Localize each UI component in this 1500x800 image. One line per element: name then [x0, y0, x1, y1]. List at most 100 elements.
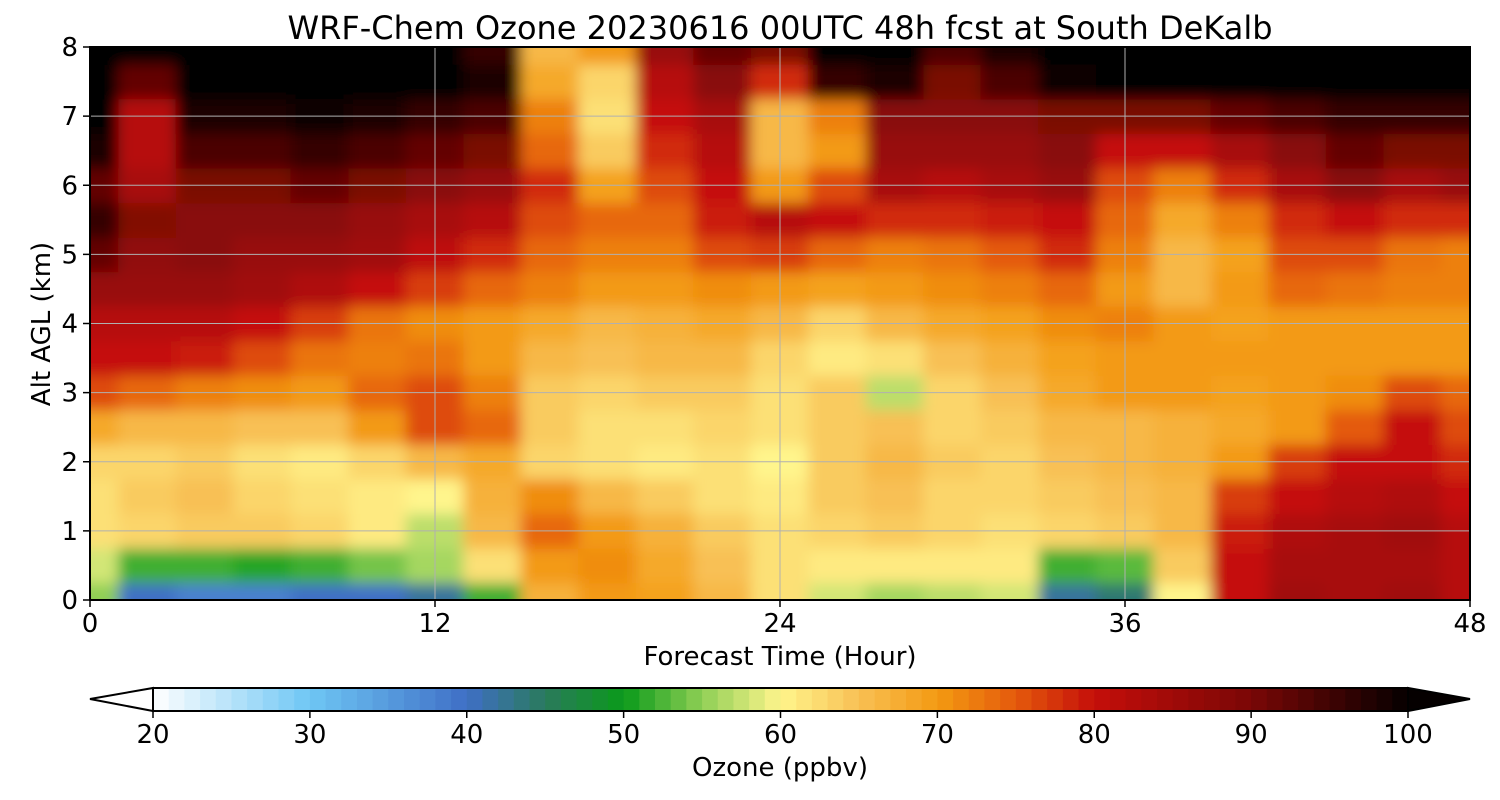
heatmap-cell: [980, 547, 1040, 584]
heatmap-cell: [233, 132, 292, 169]
heatmap-cell: [118, 271, 177, 307]
heatmap-cell: [865, 547, 925, 584]
heatmap-cell: [635, 132, 695, 169]
heatmap-cell: [1440, 340, 1470, 376]
heatmap-cell: [1268, 202, 1327, 238]
heatmap-cell: [348, 340, 407, 376]
colorbar: 20 30 40 50 60 70 80 90 100: [89, 686, 1471, 750]
colorbar-tick-label: 50: [607, 720, 640, 750]
heatmap-cell: [693, 47, 752, 65]
y-tick-label: 6: [61, 171, 78, 201]
heatmap-cell: [90, 63, 120, 100]
colorbar-swatch: [858, 688, 876, 711]
heatmap-cell: [348, 478, 407, 515]
colorbar-swatch: [639, 688, 656, 711]
heatmap-cell: [233, 47, 292, 65]
heatmap-cell: [923, 409, 982, 445]
y-tick-label: 4: [61, 310, 78, 340]
chart-title: WRF-Chem Ozone 20230616 00UTC 48h fcst a…: [287, 9, 1272, 47]
colorbar-swatch: [1313, 688, 1331, 711]
heatmap-cell: [175, 271, 235, 307]
heatmap-cell: [1268, 132, 1327, 169]
colorbar-swatch: [843, 688, 860, 711]
heatmap-cell: [175, 582, 235, 600]
heatmap-cell: [635, 47, 695, 65]
heatmap-cell: [865, 409, 925, 445]
colorbar-swatch: [984, 688, 1001, 711]
heatmap-cell: [865, 63, 925, 100]
heatmap-cell: [233, 547, 292, 584]
y-axis-ticks: 0 1 2 3 4 5 6 7 8: [61, 33, 90, 616]
colorbar-tick-label: 20: [136, 720, 169, 750]
colorbar-swatch: [906, 688, 923, 711]
heatmap-cell: [1268, 409, 1327, 445]
colorbar-swatch: [247, 688, 264, 711]
heatmap-cell: [463, 47, 522, 65]
heatmap-cell: [923, 582, 982, 600]
colorbar-swatch: [1251, 688, 1268, 711]
y-tick-label: 7: [61, 102, 78, 132]
heatmap-cell: [348, 132, 407, 169]
heatmap-cell: [693, 582, 752, 600]
heatmap-cell: [578, 132, 637, 169]
heatmap-cell: [865, 340, 925, 376]
heatmap-cell: [1038, 132, 1097, 169]
heatmap-cell: [1325, 409, 1385, 445]
heatmap-cell: [1383, 340, 1442, 376]
colorbar-swatch: [827, 688, 844, 711]
colorbar-swatch: [1392, 688, 1409, 711]
heatmap-cell: [463, 132, 522, 169]
colorbar-label: Ozone (ppbv): [692, 753, 868, 783]
colorbar-swatch: [968, 688, 986, 711]
colorbar-tick-label: 30: [293, 720, 326, 750]
colorbar-swatch: [1188, 688, 1205, 711]
heatmap-cell: [693, 202, 752, 238]
heatmap-cell: [290, 63, 350, 100]
heatmap-cell: [635, 271, 695, 307]
heatmap-cell: [1440, 582, 1470, 600]
heatmap-cell: [348, 271, 407, 307]
heatmap-cell: [1153, 340, 1212, 376]
heatmap-cell: [1038, 547, 1097, 584]
heatmap-cell: [1268, 271, 1327, 307]
colorbar-swatch: [341, 688, 358, 711]
heatmap-cell: [1153, 47, 1212, 65]
colorbar-swatch: [592, 688, 609, 711]
heatmap-cell: [578, 547, 637, 584]
heatmap-cell: [1383, 202, 1442, 238]
colorbar-swatch: [1360, 688, 1378, 711]
heatmap-cell: [865, 582, 925, 600]
colorbar-extend-high: [1407, 686, 1471, 713]
colorbar-swatch: [717, 688, 735, 711]
heatmap-cell: [520, 202, 580, 238]
heatmap-cell: [1383, 63, 1442, 100]
heatmap-cell: [233, 340, 292, 376]
heatmap-cell: [808, 340, 867, 376]
colorbar-swatch: [309, 688, 327, 711]
heatmap-cell: [290, 478, 350, 515]
heatmap-cell: [693, 271, 752, 307]
colorbar-swatch: [702, 688, 719, 711]
heatmap-cell: [1440, 202, 1470, 238]
heatmap-cell: [1383, 478, 1442, 515]
heatmap-cell: [233, 478, 292, 515]
heatmap-cell: [1440, 63, 1470, 100]
colorbar-swatch: [953, 688, 970, 711]
colorbar-swatch: [1345, 688, 1362, 711]
heatmap-cell: [1153, 582, 1212, 600]
heatmap-cell: [923, 202, 982, 238]
heatmap-cell: [348, 409, 407, 445]
heatmap-cell: [1325, 47, 1385, 65]
heatmap-cell: [90, 582, 120, 600]
colorbar-swatch: [200, 688, 217, 711]
heatmap-cell: [1153, 409, 1212, 445]
heatmap-cell: [348, 582, 407, 600]
heatmap-cell: [348, 63, 407, 100]
heatmap-cell: [520, 547, 580, 584]
heatmap-cell: [520, 582, 580, 600]
heatmap-cell: [635, 202, 695, 238]
colorbar-swatch: [749, 688, 766, 711]
colorbar-swatch: [356, 688, 374, 711]
heatmap-cell: [808, 478, 867, 515]
heatmap-cell: [233, 582, 292, 600]
